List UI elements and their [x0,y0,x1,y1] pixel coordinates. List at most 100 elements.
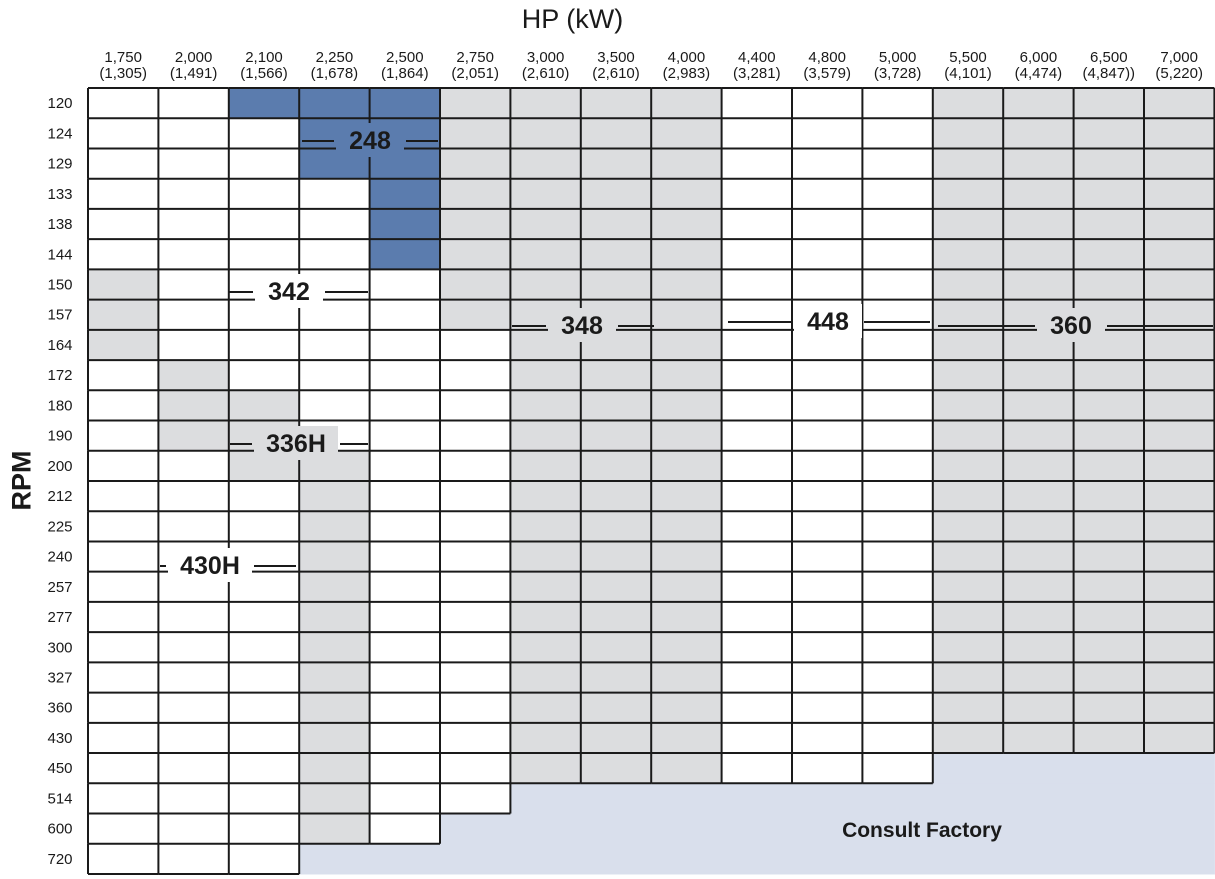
x-tick-label-hp: 3,500 [597,49,635,66]
cell-360 [1073,692,1145,724]
cell-consult-factory [1144,753,1215,784]
cell-consult-factory [1073,813,1145,845]
cell-336h [88,269,159,301]
cell-348 [440,208,511,240]
cell-360 [1073,722,1145,754]
cell-360 [1003,118,1075,149]
cell-360 [932,329,1004,361]
cell-336h [299,632,371,663]
cell-348 [651,269,723,301]
cell-348 [510,148,582,180]
x-tick-label-hp: 2,750 [456,49,494,66]
cell-360 [1144,662,1215,694]
cell-consult-factory [932,753,1004,784]
cell-360 [1073,450,1145,482]
x-tick-label-hp: 6,500 [1090,49,1128,66]
cell-336h [88,329,159,361]
cell-consult-factory [792,813,863,845]
cell-360 [1003,269,1075,301]
y-tick-label: 200 [47,458,72,475]
cell-348 [580,269,652,301]
cell-360 [1144,632,1215,663]
y-tick-label: 277 [47,609,72,626]
y-tick-label: 327 [47,669,72,686]
cell-consult-factory [932,783,1004,815]
cell-360 [1073,480,1145,512]
cell-360 [1144,88,1215,119]
y-tick-label: 212 [47,488,72,505]
cell-360 [1003,662,1075,694]
cell-248 [228,88,300,119]
cell-348 [510,269,582,301]
cell-consult-factory [1144,843,1215,875]
cell-348 [510,511,582,542]
y-tick-label: 172 [47,367,72,384]
cell-360 [1003,208,1075,240]
cell-360 [1144,239,1215,270]
cell-348 [580,722,652,754]
cell-360 [932,571,1004,603]
y-tick-label: 225 [47,518,72,535]
cell-360 [1144,390,1215,422]
y-tick-label: 164 [47,337,72,354]
cell-360 [932,360,1004,391]
cell-348 [510,632,582,663]
x-tick-label-hp: 5,500 [949,49,987,66]
cell-348 [651,722,723,754]
cell-360 [1003,722,1075,754]
cell-360 [1073,239,1145,270]
cell-348 [440,88,511,119]
x-tick-label-hp: 4,800 [808,49,846,66]
cell-360 [1144,541,1215,573]
cell-360 [1144,601,1215,633]
cell-360 [932,118,1004,149]
cell-consult-factory [1003,783,1075,815]
x-tick-label-kw: (2,610) [592,65,640,82]
cell-348 [580,390,652,422]
x-tick-label-kw: (4,101) [944,65,992,82]
cell-336h [158,420,230,452]
cell-consult-factory [651,783,723,815]
cell-348 [651,88,723,119]
x-tick-label-hp: 3,000 [527,49,565,66]
y-tick-label: 157 [47,307,72,324]
region-label-448: 448 [807,308,849,336]
cell-360 [1144,329,1215,361]
cell-consult-factory [369,843,441,875]
y-tick-label: 720 [47,851,72,868]
cell-360 [1073,390,1145,422]
region-label-342: 342 [268,278,310,306]
cell-348 [651,360,723,391]
cell-336h [299,783,371,815]
cell-consult-factory [1073,843,1145,875]
cell-348 [580,692,652,724]
y-tick-label: 138 [47,216,72,233]
cell-360 [1144,480,1215,512]
cell-348 [510,118,582,149]
x-tick-label-kw: (1,491) [170,65,218,82]
cell-336h [228,390,300,422]
x-tick-label-hp: 2,000 [175,49,213,66]
y-tick-label: 430 [47,730,72,747]
cell-360 [932,148,1004,180]
cell-360 [1144,148,1215,180]
cell-336h [299,692,371,724]
cell-336h [299,662,371,694]
cell-consult-factory [440,813,511,845]
cell-348 [651,208,723,240]
cell-336h [299,601,371,633]
label-bg-248 [336,123,404,157]
cell-348 [651,299,723,331]
region-label-consult-factory: Consult Factory [842,819,1002,842]
cell-360 [932,88,1004,119]
cell-consult-factory [792,783,863,815]
cell-consult-factory [1144,813,1215,845]
cell-348 [580,88,652,119]
cell-348 [580,541,652,573]
cell-336h [299,753,371,784]
cell-348 [580,148,652,180]
cell-348 [580,632,652,663]
cell-348 [580,118,652,149]
cell-consult-factory [721,783,793,815]
cell-348 [651,178,723,210]
